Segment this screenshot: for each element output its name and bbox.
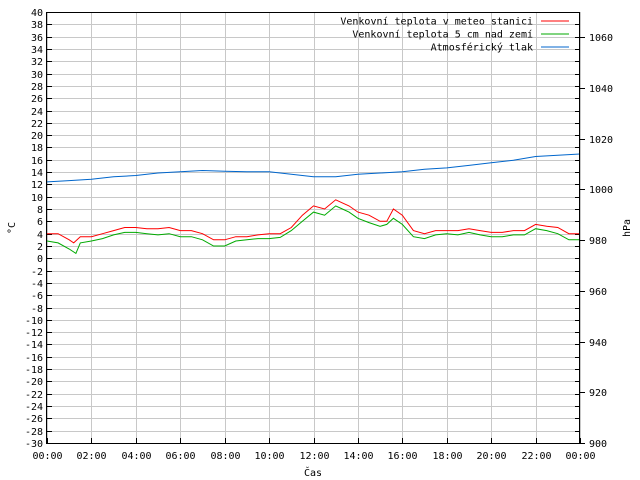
y2-tick-label: 1060 bbox=[589, 33, 613, 44]
x-tick-label: 00:00 bbox=[565, 451, 595, 462]
y-tick-label: 38 bbox=[31, 20, 43, 31]
x-tick-label: 22:00 bbox=[521, 451, 551, 462]
y2-tick-label: 960 bbox=[589, 287, 607, 298]
y-tick-label: -24 bbox=[25, 402, 43, 413]
y-tick-label: 2 bbox=[37, 242, 43, 253]
y2-tick-label: 940 bbox=[589, 338, 607, 349]
y-tick-label: -26 bbox=[25, 414, 43, 425]
y-tick-label: -6 bbox=[31, 291, 43, 302]
y-tick-label: 20 bbox=[31, 131, 43, 142]
grid bbox=[47, 12, 581, 444]
y-tick-label: 34 bbox=[31, 45, 43, 56]
y-tick-label: -12 bbox=[25, 328, 43, 339]
y-tick-label: 14 bbox=[31, 168, 43, 179]
y-tick-label: 36 bbox=[31, 33, 43, 44]
x-tick-label: 18:00 bbox=[432, 451, 462, 462]
y-tick-label: -16 bbox=[25, 353, 43, 364]
x-tick-label: 04:00 bbox=[121, 451, 151, 462]
x-tick-label: 00:00 bbox=[32, 451, 62, 462]
y-tick-label: 18 bbox=[31, 143, 43, 154]
y-tick-label: 22 bbox=[31, 119, 43, 130]
y-tick-label: 12 bbox=[31, 180, 43, 191]
x-tick-label: 08:00 bbox=[210, 451, 240, 462]
ticks: 4038363432302826242220181614121086420-2-… bbox=[25, 8, 613, 462]
series-line-3 bbox=[46, 153, 581, 183]
x-axis-label: Čas bbox=[304, 466, 322, 479]
y-tick-label: 28 bbox=[31, 82, 43, 93]
x-tick-label: 14:00 bbox=[343, 451, 373, 462]
y-tick-label: 26 bbox=[31, 94, 43, 105]
y-tick-label: 0 bbox=[37, 254, 43, 265]
y-tick-label: 32 bbox=[31, 57, 43, 68]
y-tick-label: -20 bbox=[25, 377, 43, 388]
y-tick-label: 8 bbox=[37, 205, 43, 216]
y-tick-label: 6 bbox=[37, 217, 43, 228]
y-tick-label: -14 bbox=[25, 340, 43, 351]
y-tick-label: 30 bbox=[31, 70, 43, 81]
legend: Venkovní teplota v meteo staniciVenkovní… bbox=[340, 16, 569, 54]
x-tick-label: 20:00 bbox=[476, 451, 506, 462]
y-tick-label: -30 bbox=[25, 439, 43, 450]
y-tick-label: -18 bbox=[25, 365, 43, 376]
legend-label-2: Venkovní teplota 5 cm nad zemí bbox=[352, 29, 533, 41]
x-tick-label: 10:00 bbox=[254, 451, 284, 462]
y2-tick-label: 980 bbox=[589, 236, 607, 247]
y-tick-label: 40 bbox=[31, 8, 43, 19]
y-tick-label: 10 bbox=[31, 193, 43, 204]
plot-frame bbox=[46, 12, 580, 444]
series-line-2 bbox=[46, 205, 580, 255]
y-tick-label: 4 bbox=[37, 230, 43, 241]
x-tick-label: 12:00 bbox=[299, 451, 329, 462]
y2-tick-label: 1020 bbox=[589, 135, 613, 146]
y2-tick-label: 1000 bbox=[589, 185, 613, 196]
legend-label-1: Venkovní teplota v meteo stanici bbox=[340, 16, 533, 28]
y-tick-label: -8 bbox=[31, 304, 43, 315]
y-tick-label: 24 bbox=[31, 107, 43, 118]
y2-tick-label: 920 bbox=[589, 388, 607, 399]
y-tick-label: -22 bbox=[25, 390, 43, 401]
y2-axis-label: hPa bbox=[622, 219, 633, 237]
y-tick-label: -2 bbox=[31, 267, 43, 278]
x-tick-label: 06:00 bbox=[165, 451, 195, 462]
x-tick-label: 16:00 bbox=[387, 451, 417, 462]
y-tick-label: -4 bbox=[31, 279, 43, 290]
y-axis-label: °C bbox=[7, 222, 18, 234]
y-tick-label: -28 bbox=[25, 427, 43, 438]
x-tick-label: 02:00 bbox=[76, 451, 106, 462]
y-tick-label: 16 bbox=[31, 156, 43, 167]
y2-tick-label: 900 bbox=[589, 439, 607, 450]
series-layer bbox=[46, 153, 581, 255]
legend-label-3: Atmosférický tlak bbox=[431, 42, 533, 54]
y-tick-label: -10 bbox=[25, 316, 43, 327]
y2-tick-label: 1040 bbox=[589, 84, 613, 95]
series-line-1 bbox=[47, 199, 580, 244]
